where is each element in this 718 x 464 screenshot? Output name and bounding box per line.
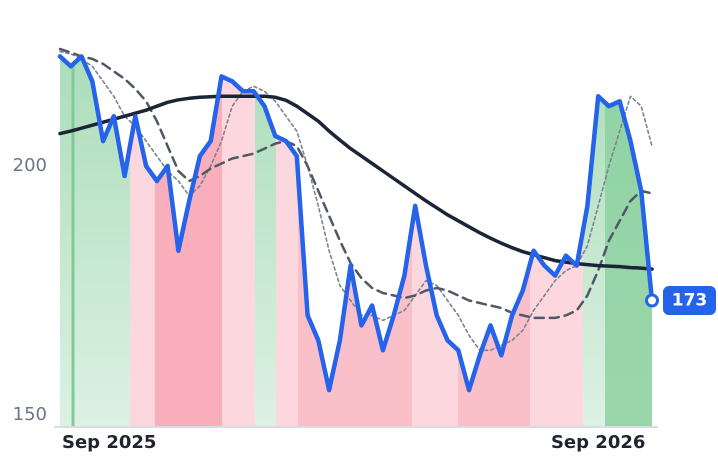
last-value-badge: 173	[663, 285, 716, 315]
band-weak-down	[222, 56, 255, 427]
y-tick-label: 150	[13, 404, 47, 425]
band-up	[255, 56, 276, 427]
series-lines	[57, 47, 659, 393]
band-down	[298, 56, 412, 427]
badge-background	[663, 285, 716, 315]
x-tick-label: Sep 2026	[551, 432, 645, 453]
band-weak-up	[583, 56, 605, 427]
band-down	[155, 56, 222, 427]
last-point	[645, 293, 659, 308]
trend-bands	[60, 56, 652, 427]
y-tick-label: 200	[13, 155, 47, 176]
price-line	[57, 54, 655, 393]
band-weak-down	[130, 56, 155, 427]
band-weak-down	[276, 56, 298, 427]
axes: 150 200 Sep 2025 Sep 2026	[13, 155, 646, 453]
moving-average-line	[58, 47, 654, 320]
moving-average-line	[58, 94, 654, 271]
moving-average-line	[59, 50, 653, 352]
last-value-label: 173	[672, 290, 708, 310]
x-tick-label: Sep 2025	[62, 432, 156, 453]
band-weak-down	[530, 56, 583, 427]
